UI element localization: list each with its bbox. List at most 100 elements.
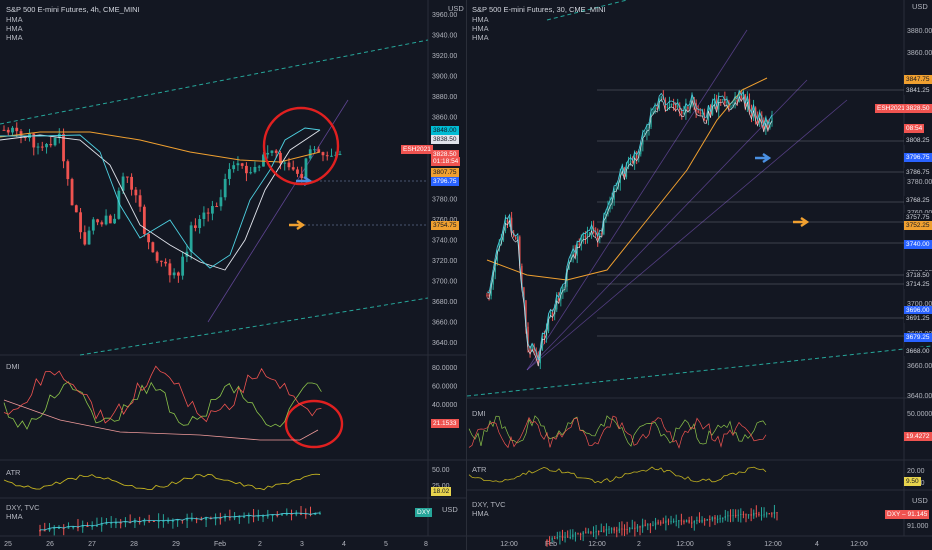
right-dmi-tick: 50.0000 — [907, 411, 932, 418]
right-dxy-candle — [582, 532, 584, 535]
left-dmi-value-tag: 21.1533 — [431, 419, 459, 428]
right-hma-legend-1[interactable]: HMA — [472, 15, 489, 24]
right-dxy-candle — [742, 514, 745, 516]
left-candle — [181, 256, 185, 276]
right-candle — [496, 250, 498, 261]
right-candle — [629, 160, 632, 163]
right-candle — [701, 112, 703, 114]
right-candle — [627, 162, 630, 168]
right-chart-pane[interactable]: 3880.003860.003780.003760.003740.003720.… — [467, 0, 932, 550]
right-candle — [724, 99, 726, 104]
right-fan-line — [526, 29, 748, 371]
right-candle — [658, 99, 660, 110]
right-dxy-candle — [683, 521, 685, 523]
left-dxy-candle — [224, 516, 227, 519]
left-price-tick: 3700.00 — [432, 279, 457, 286]
right-dxy-label[interactable]: DXY, TVC — [472, 500, 506, 509]
left-candle — [62, 133, 65, 162]
left-dxy-candle — [152, 520, 155, 522]
left-candle — [304, 158, 308, 179]
right-candle — [668, 104, 671, 107]
right-dxy-candle — [603, 530, 605, 532]
left-candle — [74, 205, 78, 213]
left-candle — [262, 154, 265, 167]
left-chart-pane[interactable]: 3960.00 3940.00 3920.00 3900.00 3880.00 3860.… — [0, 0, 466, 550]
right-chart-title: S&P 500 E-mini Futures, 30, CME_MINI — [472, 5, 606, 14]
right-candle — [674, 104, 677, 108]
right-hma-legend-3[interactable]: HMA — [472, 33, 489, 42]
right-dxy-candle — [639, 526, 641, 528]
right-dxy-candle — [631, 527, 633, 529]
right-candle — [691, 97, 693, 107]
left-dxy-candle — [81, 526, 84, 528]
left-dxy-candle — [148, 520, 151, 522]
right-dxy-candle — [763, 514, 765, 516]
right-dxy-candle — [688, 520, 690, 523]
left-dxy-candle — [110, 522, 113, 524]
right-hma-legend-2[interactable]: HMA — [472, 24, 489, 33]
left-dxy-candle — [247, 515, 250, 517]
left-candle — [32, 133, 36, 148]
left-chart-canvas[interactable]: 3960.003940.003920.003900.003880.003860.… — [0, 0, 466, 550]
left-candle — [121, 176, 125, 191]
right-dxy-candle — [691, 522, 693, 524]
right-dxy-tag: DXY – 91.145 — [885, 510, 930, 519]
right-time-label: Feb — [545, 541, 557, 548]
right-time-label: 3 — [727, 541, 731, 548]
left-dxy-candle — [285, 513, 288, 515]
right-candle — [515, 237, 517, 240]
right-dxy-candle — [585, 532, 587, 534]
left-price-tag: 3754.75 — [431, 221, 459, 230]
left-hma-legend-1[interactable]: HMA — [6, 15, 23, 24]
right-dxy-candle — [765, 513, 768, 515]
right-candle — [713, 101, 716, 104]
right-price-tag: 3714.25 — [904, 280, 932, 289]
right-atr-value-tag: 9.50 — [904, 477, 921, 486]
right-hma-blue-line — [486, 89, 773, 361]
left-price-tick: 3920.00 — [432, 53, 457, 60]
right-atr-label[interactable]: ATR — [472, 465, 487, 474]
right-candle — [742, 94, 744, 99]
right-dmi-label[interactable]: DMI — [472, 409, 486, 418]
right-time-label: 12:00 — [676, 541, 694, 548]
right-price-tag: 3696.00 — [904, 306, 932, 315]
left-dmi-label[interactable]: DMI — [6, 362, 20, 371]
right-candle — [730, 106, 732, 108]
right-candle — [722, 99, 724, 101]
left-candle — [202, 212, 206, 220]
pane-divider[interactable] — [466, 0, 467, 550]
right-dxy-candle — [696, 519, 698, 522]
right-dxy-candle — [724, 516, 727, 518]
left-atr-tick: 50.00 — [432, 467, 450, 474]
right-dxy-hma-label[interactable]: HMA — [472, 509, 489, 518]
right-dxy-candle — [551, 538, 553, 540]
left-candle — [11, 127, 14, 133]
left-hma-legend-3[interactable]: HMA — [6, 33, 23, 42]
left-dxy-label[interactable]: DXY, TVC — [6, 503, 40, 512]
right-dxy-candle — [652, 525, 654, 527]
right-candle — [720, 99, 722, 101]
left-price-tag: 3828.50 — [431, 150, 459, 159]
right-dxy-candle — [670, 521, 672, 523]
right-dxy-candle — [654, 522, 657, 526]
right-hma-orange-line — [486, 77, 768, 281]
right-dxy-candle — [685, 520, 688, 523]
left-candle — [83, 232, 87, 245]
right-candle — [646, 128, 648, 133]
right-chart-canvas[interactable]: 3880.003860.003780.003760.003740.003720.… — [467, 0, 932, 550]
right-dxy-candle — [634, 527, 636, 529]
left-dxy-candle — [319, 513, 321, 515]
left-dxy-hma-label[interactable]: HMA — [6, 512, 23, 521]
left-price-tag: 3807.75 — [431, 168, 459, 177]
right-candle — [504, 220, 507, 231]
right-price-tick: 3780.00 — [907, 179, 932, 186]
right-dxy-candle — [755, 512, 758, 514]
right-candle — [697, 110, 699, 113]
left-price-tick: 3940.00 — [432, 33, 457, 40]
right-candle — [492, 272, 494, 285]
right-dxy-candle — [569, 536, 571, 538]
left-hma-legend-2[interactable]: HMA — [6, 24, 23, 33]
left-atr-label[interactable]: ATR — [6, 468, 21, 477]
right-price-tag: 3757.75 — [904, 213, 932, 222]
left-annotation-circle-dmi — [284, 399, 344, 449]
